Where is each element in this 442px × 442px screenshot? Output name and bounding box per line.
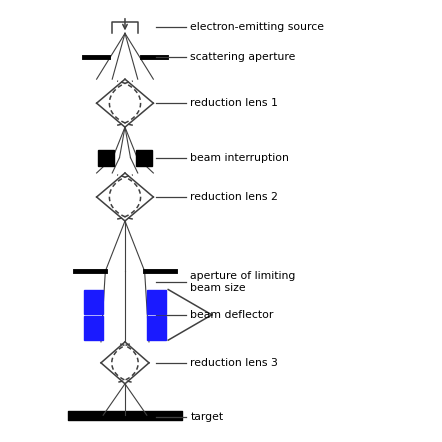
Text: reduction lens 2: reduction lens 2 <box>191 192 278 202</box>
Text: target: target <box>191 412 224 423</box>
Text: aperture of limiting
beam size: aperture of limiting beam size <box>191 271 296 293</box>
Text: beam interruption: beam interruption <box>191 153 290 163</box>
Text: beam deflector: beam deflector <box>191 310 274 320</box>
Text: reduction lens 1: reduction lens 1 <box>191 98 278 108</box>
Bar <box>84 290 103 314</box>
Bar <box>99 150 114 166</box>
Bar <box>84 316 103 340</box>
Bar <box>147 290 166 314</box>
Text: electron-emitting source: electron-emitting source <box>191 22 324 32</box>
Text: reduction lens 3: reduction lens 3 <box>191 358 278 368</box>
Text: scattering aperture: scattering aperture <box>191 52 296 62</box>
Bar <box>147 316 166 340</box>
Bar <box>136 150 152 166</box>
